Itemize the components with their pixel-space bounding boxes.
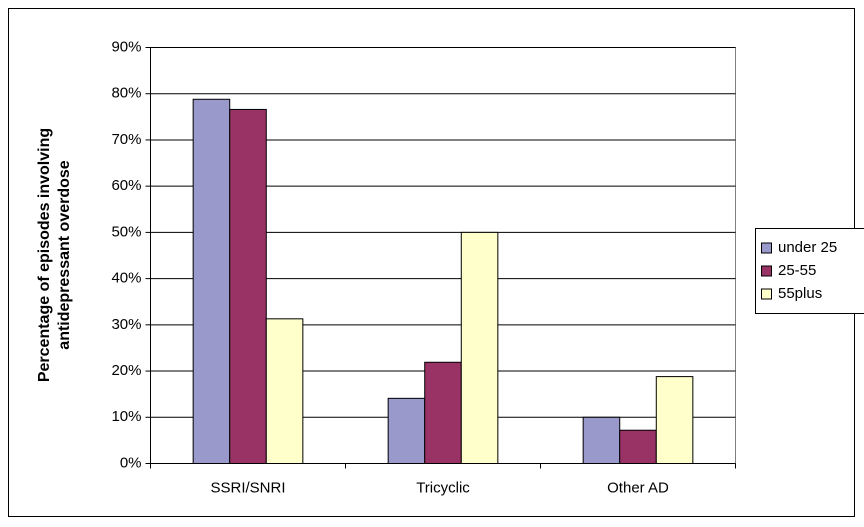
bar: [229, 108, 267, 464]
legend-label: 25-55: [778, 262, 816, 279]
y-tick-label: 0%: [120, 454, 142, 471]
y-axis-title-line: antidepressant overdose: [56, 160, 73, 350]
bar: [387, 397, 426, 464]
y-tick-label: 90%: [111, 38, 141, 55]
legend-swatch: [761, 288, 772, 300]
y-tick-label: 30%: [111, 316, 141, 333]
y-tick-label: 50%: [111, 223, 141, 240]
legend-swatch: [761, 242, 772, 254]
y-tick-label: 80%: [111, 85, 141, 102]
bar: [424, 361, 462, 465]
y-tick-label: 40%: [111, 270, 141, 287]
bar: [460, 231, 499, 464]
bar: [582, 416, 621, 464]
legend-label: under 25: [778, 239, 837, 256]
legend-label: 55plus: [778, 285, 822, 302]
legend-swatch: [761, 265, 772, 277]
y-tick-label: 70%: [111, 131, 141, 148]
bar: [265, 318, 304, 464]
y-axis-title-line: Percentage of episodes involving: [36, 128, 53, 382]
legend: [755, 228, 864, 314]
y-tick-label: 20%: [111, 362, 141, 379]
bar: [192, 98, 231, 464]
bar: [619, 429, 657, 464]
y-tick-label: 10%: [111, 408, 141, 425]
x-tick-label: Other AD: [607, 479, 669, 496]
y-axis-title: Percentage of episodes involving antidep…: [36, 128, 73, 382]
y-tick-label: 60%: [111, 177, 141, 194]
x-tick-label: SSRI/SNRI: [210, 479, 285, 496]
x-tick-label: Tricyclic: [416, 479, 470, 496]
bar: [655, 376, 694, 465]
